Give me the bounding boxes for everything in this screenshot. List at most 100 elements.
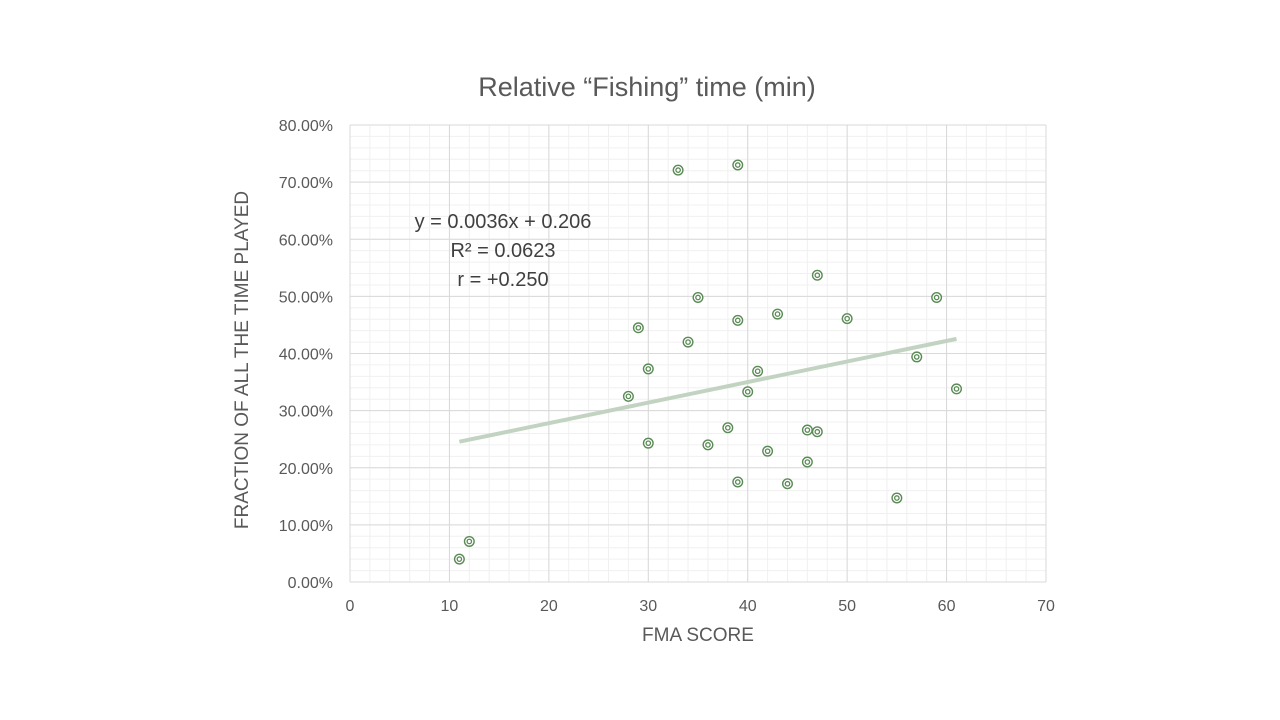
data-point-outer-ring — [891, 492, 903, 504]
data-point — [702, 439, 714, 451]
y-tick-label: 60.00% — [279, 232, 333, 249]
data-points — [453, 159, 963, 565]
y-tick-label: 10.00% — [279, 518, 333, 535]
data-point-outer-ring — [841, 313, 853, 325]
data-point-outer-ring — [732, 159, 744, 171]
data-point-inner-ring — [734, 317, 741, 324]
data-point-outer-ring — [811, 269, 823, 281]
data-point — [911, 351, 923, 363]
data-point-outer-ring — [762, 445, 774, 457]
x-axis-tick-labels: 0 10 20 30 40 50 60 70 — [346, 598, 1055, 615]
data-point-inner-ring — [734, 162, 741, 168]
data-point-outer-ring — [642, 363, 654, 375]
data-point-outer-ring — [632, 322, 644, 334]
trendline-layer — [458, 336, 957, 444]
data-point — [841, 313, 853, 325]
data-point — [732, 476, 744, 488]
data-point-outer-ring — [931, 292, 943, 304]
y-tick-label: 0.00% — [288, 575, 333, 592]
y-axis-title: FRACTION OF ALL THE TIME PLAYED — [232, 191, 253, 529]
data-point — [453, 553, 465, 565]
data-point — [752, 365, 764, 377]
y-tick-label: 80.00% — [279, 118, 333, 135]
r-squared-label: R² = 0.0623 — [450, 240, 555, 262]
data-point — [811, 269, 823, 281]
trendline-equation-line: y = 0.0036x + 0.206 — [415, 211, 592, 233]
data-point-inner-ring — [734, 479, 741, 485]
y-tick-label: 20.00% — [279, 461, 333, 478]
data-point-outer-ring — [453, 553, 465, 565]
data-point-inner-ring — [754, 368, 761, 375]
data-point-outer-ring — [672, 164, 684, 176]
y-tick-label: 50.00% — [279, 289, 333, 306]
data-point-inner-ring — [894, 495, 900, 501]
data-point-inner-ring — [724, 424, 731, 431]
data-point-outer-ring — [781, 478, 793, 490]
data-point — [762, 445, 774, 457]
x-tick-label: 60 — [938, 598, 956, 615]
data-point-outer-ring — [732, 476, 744, 488]
data-point-outer-ring — [911, 351, 923, 363]
data-point — [692, 292, 704, 304]
x-tick-label: 40 — [739, 598, 757, 615]
data-point-inner-ring — [764, 448, 771, 455]
data-point-inner-ring — [645, 440, 652, 447]
data-point — [463, 535, 475, 547]
data-point-inner-ring — [635, 324, 642, 331]
data-point-inner-ring — [804, 459, 811, 465]
data-point-outer-ring — [811, 426, 823, 438]
data-point — [632, 322, 644, 334]
data-point-inner-ring — [933, 294, 940, 301]
data-point-inner-ring — [774, 311, 781, 317]
data-point — [682, 336, 694, 348]
data-point-inner-ring — [814, 428, 821, 435]
data-point-inner-ring — [784, 480, 791, 487]
data-point — [891, 492, 903, 504]
data-point-outer-ring — [642, 437, 654, 449]
x-tick-label: 30 — [639, 598, 657, 615]
data-point-outer-ring — [722, 422, 734, 434]
data-point-outer-ring — [463, 535, 475, 547]
data-point — [811, 426, 823, 438]
data-point — [622, 390, 634, 402]
data-point — [642, 437, 654, 449]
y-axis-tick-labels: 0.00% 10.00% 20.00% 30.00% 40.00% 50.00% 60.00… — [279, 118, 333, 592]
x-tick-label: 0 — [346, 598, 355, 615]
x-tick-label: 20 — [540, 598, 558, 615]
data-point-outer-ring — [732, 314, 744, 326]
data-point — [772, 308, 784, 320]
x-tick-label: 10 — [441, 598, 459, 615]
correlation-label: r = +0.250 — [457, 269, 548, 291]
data-point — [781, 478, 793, 490]
data-point-outer-ring — [742, 386, 754, 398]
data-point-inner-ring — [675, 167, 681, 173]
data-point-inner-ring — [685, 339, 691, 345]
data-point-inner-ring — [744, 388, 751, 395]
data-point-outer-ring — [702, 439, 714, 451]
data-point-outer-ring — [772, 308, 784, 320]
data-point-inner-ring — [804, 427, 811, 433]
data-point-inner-ring — [844, 315, 850, 322]
data-point — [801, 456, 813, 468]
data-point — [951, 383, 963, 395]
major-gridlines — [349, 124, 1047, 583]
data-point-outer-ring — [951, 383, 963, 395]
data-point-outer-ring — [692, 292, 704, 304]
data-point — [672, 164, 684, 176]
y-tick-label: 70.00% — [279, 175, 333, 192]
trendline-equation: y = 0.0036x + 0.206 R² = 0.0623 r = +0.2… — [415, 211, 592, 291]
x-axis-title: FMA SCORE — [642, 625, 754, 646]
data-point-inner-ring — [953, 386, 960, 392]
data-point-inner-ring — [814, 272, 821, 279]
x-tick-label: 50 — [838, 598, 856, 615]
data-point — [931, 292, 943, 304]
chart-title: Relative “Fishing” time (min) — [478, 72, 816, 102]
data-point-inner-ring — [645, 366, 652, 372]
data-point — [801, 424, 813, 436]
data-point-inner-ring — [913, 354, 920, 360]
trendline — [458, 336, 957, 444]
data-point-inner-ring — [705, 442, 711, 448]
data-point-outer-ring — [622, 390, 634, 402]
